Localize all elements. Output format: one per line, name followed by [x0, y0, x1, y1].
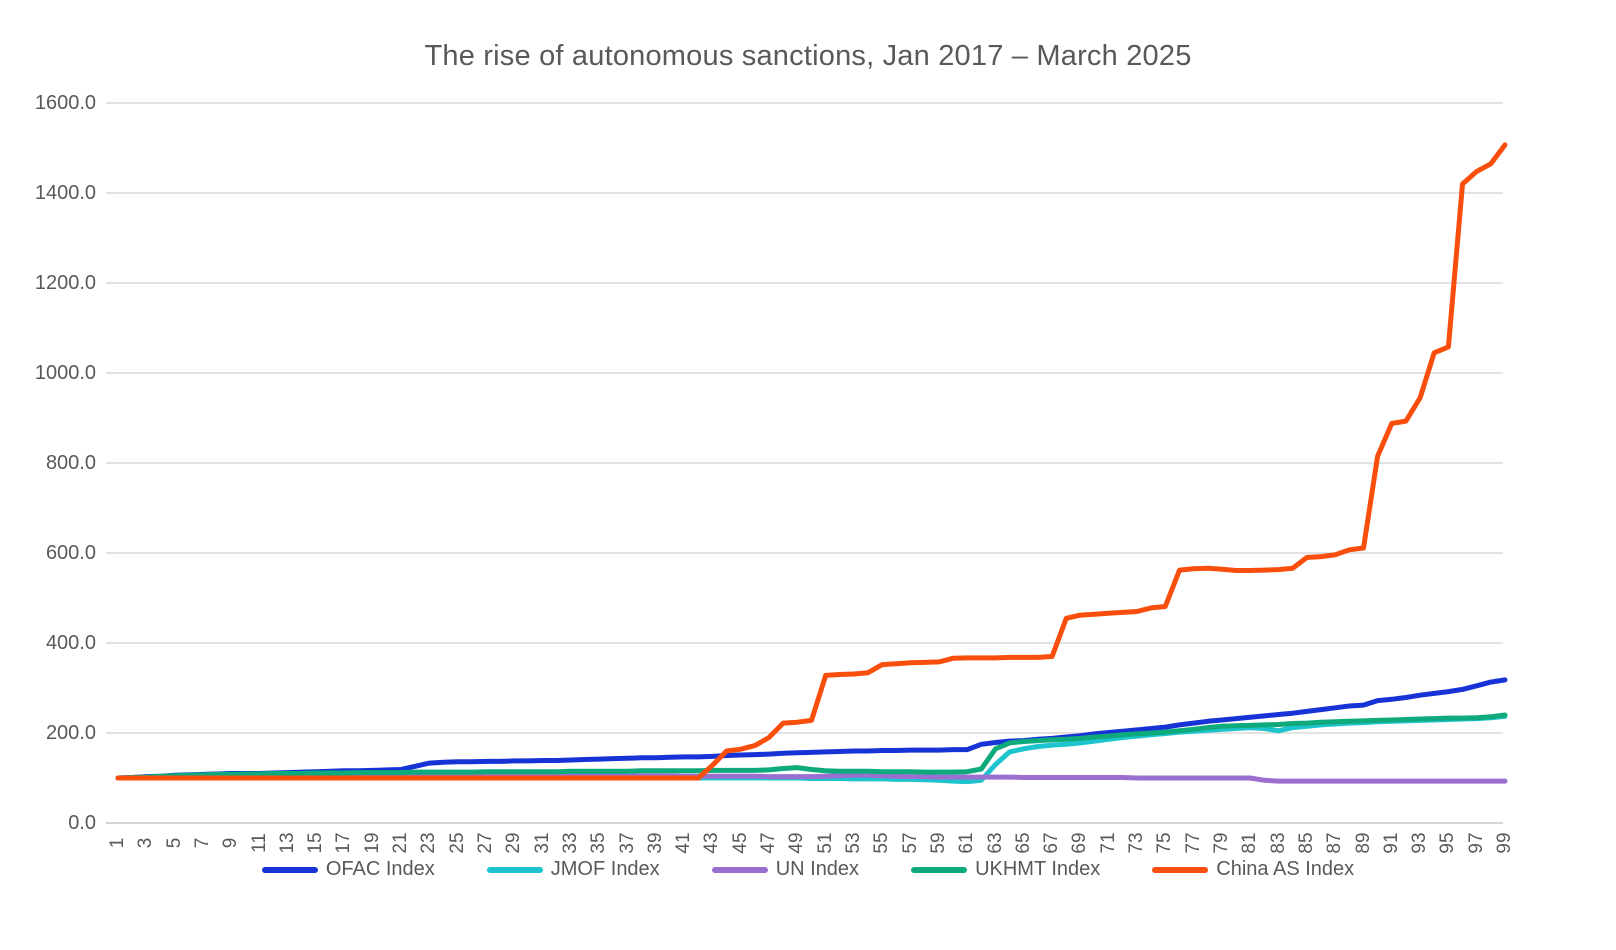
x-tick-label: 67 [1041, 832, 1063, 854]
x-tick-label: 19 [361, 832, 383, 854]
x-tick-label: 1 [107, 837, 128, 849]
legend-swatch-jmof-index [486, 866, 543, 873]
x-tick-label: 29 [503, 832, 525, 854]
x-tick-label: 25 [446, 832, 468, 854]
y-tick-label: 200.0 [45, 722, 96, 744]
x-tick-label: 99 [1494, 832, 1515, 854]
x-tick-label: 5 [163, 837, 185, 849]
x-tick-label: 87 [1324, 832, 1346, 854]
x-tick-label: 85 [1295, 832, 1317, 854]
x-tick-label: 65 [1012, 832, 1034, 854]
legend-swatch-ofac-index [261, 866, 318, 873]
x-tick-label: 43 [701, 832, 723, 854]
x-tick-label: 7 [191, 837, 213, 849]
x-tick-label: 9 [220, 837, 242, 849]
series-line-ukhmt-index [115, 712, 1508, 781]
legend-label: JMOF Index [550, 858, 660, 880]
x-tick-label: 79 [1210, 832, 1232, 854]
y-tick-label: 400.0 [45, 632, 96, 654]
x-tick-label: 51 [814, 832, 836, 854]
x-tick-label: 61 [956, 832, 978, 854]
legend-label: OFAC Index [325, 858, 435, 880]
y-tick-label: 1000.0 [34, 362, 96, 384]
legend-item-ofac-index: OFAC Index [261, 858, 435, 881]
legend-label: UKHMT Index [975, 858, 1101, 880]
y-tick-label: 1400.0 [34, 182, 96, 204]
x-tick-label: 55 [871, 832, 893, 854]
x-tick-label: 21 [390, 832, 412, 854]
x-tick-label: 89 [1352, 832, 1374, 854]
x-tick-label: 81 [1239, 832, 1261, 854]
y-tick-label: 600.0 [45, 542, 96, 564]
x-tick-label: 49 [786, 832, 808, 854]
y-tick-label: 800.0 [45, 452, 96, 474]
x-tick-label: 3 [135, 837, 157, 849]
x-tick-label: 23 [418, 832, 440, 854]
x-tick-label: 39 [644, 832, 666, 854]
x-tick-label: 31 [531, 832, 553, 854]
x-tick-label: 75 [1154, 832, 1176, 854]
x-tick-label: 47 [758, 832, 779, 854]
x-tick-label: 15 [305, 832, 327, 854]
legend-item-china-as-index: China AS Index [1152, 858, 1354, 881]
x-tick-label: 63 [984, 832, 1006, 854]
legend-label: China AS Index [1216, 858, 1355, 880]
chart-title: The rise of autonomous sanctions, Jan 20… [424, 40, 1192, 72]
x-tick-label: 77 [1182, 832, 1204, 854]
x-tick-label: 71 [1097, 832, 1119, 854]
x-tick-label: 27 [475, 832, 496, 854]
x-tick-label: 95 [1437, 832, 1459, 854]
legend-label: UN Index [775, 858, 860, 880]
x-tick-label: 69 [1069, 832, 1091, 854]
legend-swatch-un-index [711, 866, 768, 873]
x-tick-label: 91 [1380, 832, 1402, 854]
legend-swatch-china-as-index [1152, 866, 1209, 873]
x-tick-label: 97 [1465, 832, 1487, 854]
series-line-china-as-index [115, 142, 1508, 781]
x-tick-label: 45 [729, 832, 751, 854]
y-tick-label: 1200.0 [34, 272, 96, 294]
x-tick-label: 35 [588, 832, 610, 854]
legend-swatch-ukhmt-index [911, 866, 968, 873]
x-tick-label: 33 [559, 832, 581, 854]
legend-item-un-index: UN Index [711, 858, 860, 881]
x-tick-label: 83 [1267, 832, 1289, 854]
x-tick-label: 37 [616, 832, 638, 854]
x-tick-label: 11 [248, 833, 270, 853]
x-tick-label: 53 [843, 832, 864, 854]
x-tick-label: 57 [899, 832, 921, 854]
x-tick-label: 73 [1126, 832, 1147, 854]
legend-item-ukhmt-index: UKHMT Index [911, 858, 1100, 881]
y-tick-label: 0.0 [68, 812, 96, 834]
legend: OFAC Index JMOF Index UN Index UKHMT Index C… [0, 858, 1616, 881]
x-tick-label: 41 [673, 832, 695, 854]
x-tick-label: 93 [1409, 832, 1431, 854]
legend-item-jmof-index: JMOF Index [486, 858, 660, 881]
y-tick-label: 1600.0 [34, 92, 96, 114]
x-tick-label: 17 [333, 832, 355, 854]
x-tick-label: 13 [276, 832, 298, 854]
x-tick-label: 59 [927, 832, 949, 854]
